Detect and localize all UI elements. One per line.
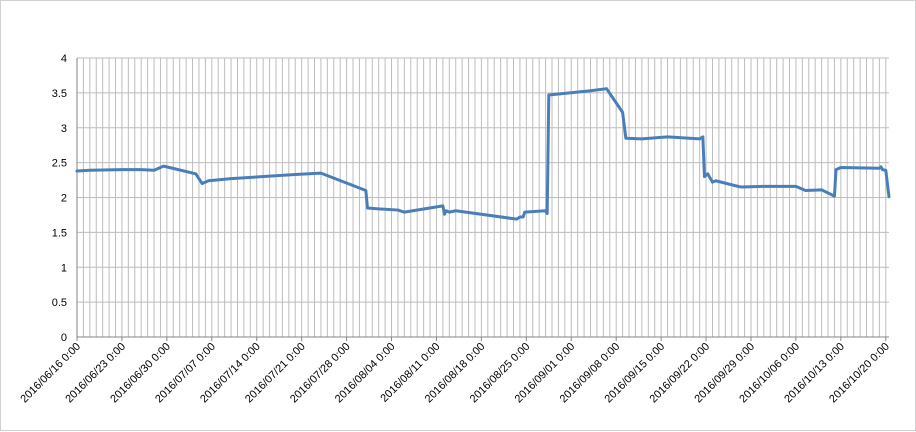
y-tick-label: 3 (61, 123, 67, 135)
y-tick-label: 2.5 (52, 158, 67, 170)
y-tick-label: 2 (61, 193, 67, 205)
y-tick-label: 0.5 (52, 297, 67, 309)
horizontal-gridlines (77, 57, 889, 338)
series-layer (75, 87, 891, 221)
y-tick-label: 3.5 (52, 88, 67, 100)
y-tick-label: 1.5 (52, 227, 67, 239)
series-line (75, 87, 891, 221)
y-tick-label: 0 (61, 332, 67, 344)
axes (76, 58, 889, 341)
y-tick-label: 4 (61, 53, 67, 65)
y-tick-label: 1 (61, 262, 67, 274)
y-axis-tick-labels: 0 0.5 1 1.5 2 2.5 3 3.5 4 (52, 53, 67, 344)
